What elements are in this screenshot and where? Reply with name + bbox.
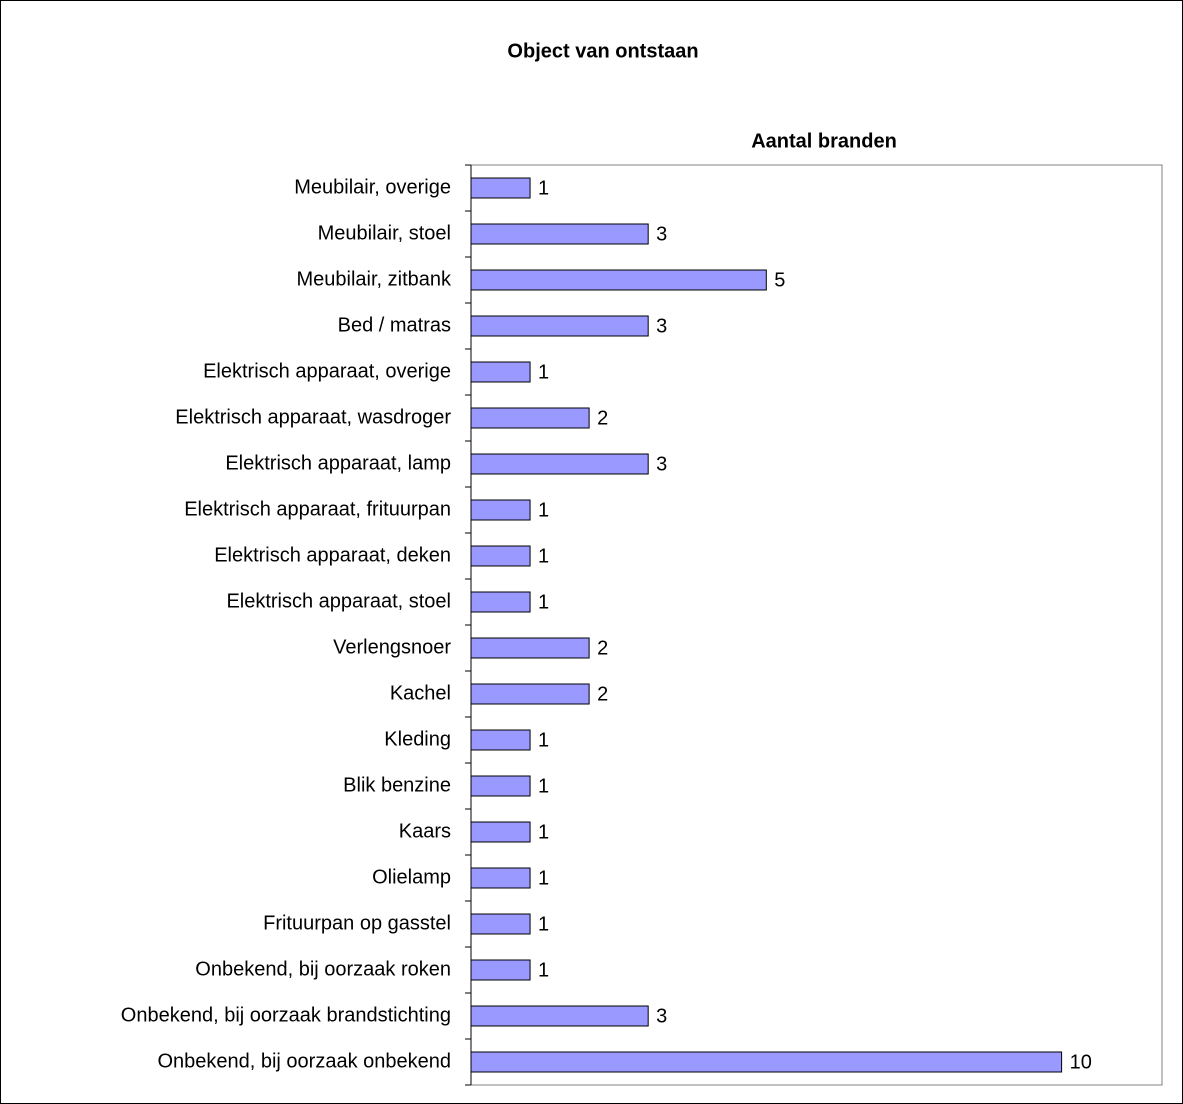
value-label: 1 <box>538 591 549 613</box>
value-label: 1 <box>538 867 549 889</box>
y-tick-label: Onbekend, bij oorzaak onbekend <box>157 1050 451 1072</box>
bar <box>470 223 649 245</box>
y-tick-label: Onbekend, bij oorzaak brandstichting <box>121 1004 451 1026</box>
chart-title: Object van ontstaan <box>507 40 698 62</box>
value-label: 3 <box>656 1005 667 1027</box>
plot-area <box>470 164 1163 1086</box>
bar <box>470 453 649 475</box>
value-label: 1 <box>538 729 549 751</box>
bar <box>470 729 531 751</box>
value-label: 1 <box>538 361 549 383</box>
y-tick-label: Onbekend, bij oorzaak roken <box>195 958 451 980</box>
y-tick-label: Verlengsnoer <box>333 636 451 658</box>
bar <box>470 683 590 705</box>
y-tick-label: Elektrisch apparaat, wasdroger <box>175 406 451 428</box>
value-label: 2 <box>597 683 608 705</box>
y-tick-label: Meubilair, overige <box>294 176 451 198</box>
y-tick-label: Bed / matras <box>338 314 451 336</box>
y-tick-label: Meubilair, zitbank <box>296 268 452 290</box>
y-tick-label: Elektrisch apparaat, overige <box>203 360 451 382</box>
value-label: 1 <box>538 545 549 567</box>
y-tick-label: Frituurpan op gasstel <box>263 912 451 934</box>
bar <box>470 177 531 199</box>
y-tick-label: Meubilair, stoel <box>318 222 451 244</box>
bar <box>470 1051 1063 1073</box>
bar <box>470 499 531 521</box>
y-tick-label: Kleding <box>384 728 451 750</box>
value-label: 3 <box>656 223 667 245</box>
y-tick-label: Olielamp <box>372 866 451 888</box>
bar <box>470 407 590 429</box>
bar <box>470 545 531 567</box>
value-label: 1 <box>538 913 549 935</box>
value-label: 1 <box>538 499 549 521</box>
bar <box>470 361 531 383</box>
y-tick-label: Elektrisch apparaat, frituurpan <box>184 498 451 520</box>
value-label: 1 <box>538 821 549 843</box>
chart-subtitle: Aantal branden <box>751 130 897 152</box>
value-label: 2 <box>597 637 608 659</box>
bar <box>470 821 531 843</box>
value-label: 1 <box>538 959 549 981</box>
value-label: 1 <box>538 775 549 797</box>
y-tick-label: Kachel <box>390 682 451 704</box>
bar <box>470 913 531 935</box>
bar <box>470 315 649 337</box>
y-tick-label: Blik benzine <box>343 774 451 796</box>
value-label: 1 <box>538 177 549 199</box>
value-label: 5 <box>774 269 785 291</box>
value-label: 3 <box>656 315 667 337</box>
value-label: 2 <box>597 407 608 429</box>
bar <box>470 637 590 659</box>
bar <box>470 775 531 797</box>
y-tick-label: Kaars <box>399 820 451 842</box>
bar <box>470 591 531 613</box>
value-label: 3 <box>656 453 667 475</box>
y-tick-label: Elektrisch apparaat, lamp <box>225 452 451 474</box>
bar <box>470 867 531 889</box>
y-tick-label: Elektrisch apparaat, stoel <box>226 590 451 612</box>
bar <box>470 959 531 981</box>
y-tick-label: Elektrisch apparaat, deken <box>214 544 451 566</box>
bar <box>470 1005 649 1027</box>
bar <box>470 269 767 291</box>
value-label: 10 <box>1070 1051 1092 1073</box>
